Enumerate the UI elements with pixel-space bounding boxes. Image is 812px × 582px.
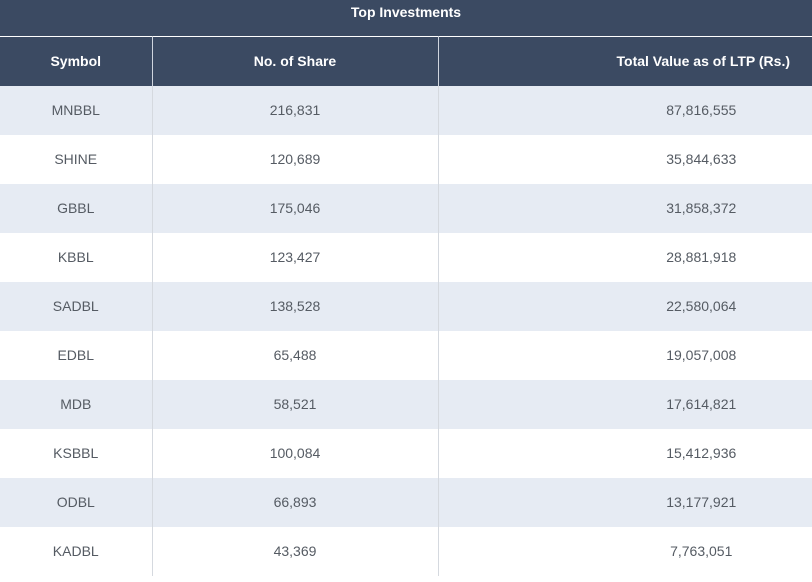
cell-symbol: KBBL bbox=[0, 232, 153, 282]
cell-shares: 43,369 bbox=[152, 526, 439, 576]
cell-value: 7,763,051 bbox=[438, 526, 812, 576]
cell-value: 28,881,918 bbox=[438, 232, 812, 282]
cell-symbol: KADBL bbox=[0, 526, 153, 576]
table-row: KBBL 123,427 28,881,918 bbox=[0, 232, 812, 282]
cell-shares: 65,488 bbox=[152, 330, 439, 380]
cell-symbol: ODBL bbox=[0, 477, 153, 527]
table-row: GBBL 175,046 31,858,372 bbox=[0, 183, 812, 233]
cell-value: 35,844,633 bbox=[438, 134, 812, 184]
cell-symbol: GBBL bbox=[0, 183, 153, 233]
header-row: Symbol No. of Share Total Value as of LT… bbox=[0, 36, 812, 86]
cell-symbol: SADBL bbox=[0, 281, 153, 331]
table-row: KADBL 43,369 7,763,051 bbox=[0, 526, 812, 576]
cell-value: 22,580,064 bbox=[438, 281, 812, 331]
investments-table: Symbol No. of Share Total Value as of LT… bbox=[0, 36, 812, 576]
cell-symbol: MNBBL bbox=[0, 85, 153, 135]
table-row: MDB 58,521 17,614,821 bbox=[0, 379, 812, 429]
table-body: MNBBL 216,831 87,816,555 SHINE 120,689 35,844… bbox=[0, 85, 812, 576]
cell-value: 17,614,821 bbox=[438, 379, 812, 429]
cell-value: 31,858,372 bbox=[438, 183, 812, 233]
cell-shares: 58,521 bbox=[152, 379, 439, 429]
cell-value: 13,177,921 bbox=[438, 477, 812, 527]
table-row: SHINE 120,689 35,844,633 bbox=[0, 134, 812, 184]
cell-symbol: KSBBL bbox=[0, 428, 153, 478]
cell-symbol: MDB bbox=[0, 379, 153, 429]
table-row: ODBL 66,893 13,177,921 bbox=[0, 477, 812, 527]
cell-shares: 175,046 bbox=[152, 183, 439, 233]
cell-shares: 120,689 bbox=[152, 134, 439, 184]
cell-value: 15,412,936 bbox=[438, 428, 812, 478]
cell-value: 87,816,555 bbox=[438, 85, 812, 135]
table-title: Top Investments bbox=[0, 0, 812, 36]
cell-symbol: SHINE bbox=[0, 134, 153, 184]
cell-shares: 216,831 bbox=[152, 85, 439, 135]
cell-symbol: EDBL bbox=[0, 330, 153, 380]
cell-value: 19,057,008 bbox=[438, 330, 812, 380]
table-row: MNBBL 216,831 87,816,555 bbox=[0, 85, 812, 135]
cell-shares: 123,427 bbox=[152, 232, 439, 282]
table-header: Symbol No. of Share Total Value as of LT… bbox=[0, 36, 812, 86]
cell-shares: 100,084 bbox=[152, 428, 439, 478]
cell-shares: 138,528 bbox=[152, 281, 439, 331]
cell-shares: 66,893 bbox=[152, 477, 439, 527]
column-header-value: Total Value as of LTP (Rs.) bbox=[438, 36, 812, 86]
table-row: KSBBL 100,084 15,412,936 bbox=[0, 428, 812, 478]
column-header-shares: No. of Share bbox=[152, 36, 439, 86]
table-row: SADBL 138,528 22,580,064 bbox=[0, 281, 812, 331]
column-header-symbol: Symbol bbox=[0, 36, 153, 86]
table-row: EDBL 65,488 19,057,008 bbox=[0, 330, 812, 380]
